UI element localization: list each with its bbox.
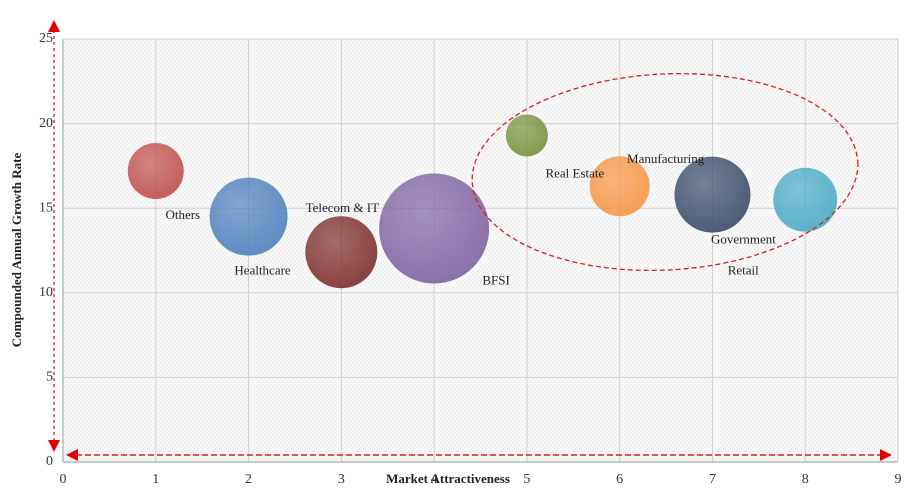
bubble-label: Government xyxy=(711,232,776,247)
x-tick-label: 4 xyxy=(431,472,438,487)
bubble xyxy=(505,114,548,157)
x-axis-title: Market Attractiveness xyxy=(386,471,510,486)
x-tick-label: 8 xyxy=(802,472,809,487)
y-tick-label: 0 xyxy=(46,454,53,469)
y-axis-title: Compounded Annual Growth Rate xyxy=(9,153,24,348)
arrow-head xyxy=(48,440,60,452)
bubble xyxy=(305,216,378,289)
bubble-label: Others xyxy=(165,207,200,222)
arrow-head xyxy=(66,449,78,461)
bubble xyxy=(209,177,288,256)
bubble-label: Healthcare xyxy=(234,263,291,278)
x-tick-label: 6 xyxy=(616,472,623,487)
y-tick-label: 15 xyxy=(39,200,53,215)
y-tick-label: 10 xyxy=(39,285,53,300)
bubble xyxy=(674,156,751,233)
y-tick-label: 5 xyxy=(46,370,53,385)
bubble-label: Retail xyxy=(728,263,759,278)
x-tick-label: 7 xyxy=(709,472,716,487)
x-tick-label: 9 xyxy=(895,472,902,487)
x-tick-label: 2 xyxy=(245,472,252,487)
highlight-ellipse xyxy=(471,72,859,272)
x-tick-label: 5 xyxy=(523,472,530,487)
bubble xyxy=(127,142,184,199)
bubble xyxy=(589,156,650,217)
y-tick-label: 25 xyxy=(39,31,53,46)
bubble-label: Manufacturing xyxy=(627,151,705,166)
bubble-label: Real Estate xyxy=(545,165,604,180)
bubble-label: BFSI xyxy=(482,272,509,287)
arrow-head xyxy=(48,20,60,32)
x-tick-label: 1 xyxy=(152,472,159,487)
y-tick-label: 20 xyxy=(39,116,53,131)
bubble-label: Telecom & IT xyxy=(306,200,380,215)
bubble xyxy=(773,167,838,232)
x-tick-label: 3 xyxy=(338,472,345,487)
arrow-head xyxy=(880,449,892,461)
bubble xyxy=(379,173,490,284)
x-tick-label: 0 xyxy=(60,472,67,487)
